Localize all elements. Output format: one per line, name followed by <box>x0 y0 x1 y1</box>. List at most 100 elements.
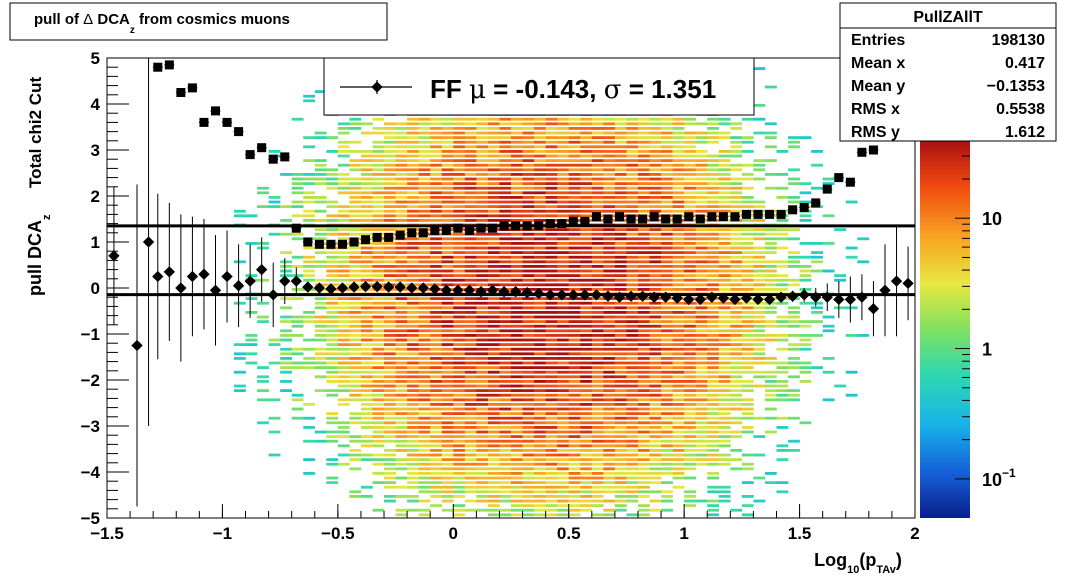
mean-point <box>729 293 741 306</box>
heatmap-cell <box>684 366 696 370</box>
heatmap-cell <box>603 237 616 241</box>
heatmap-cell <box>441 205 454 209</box>
heatmap-cell <box>534 334 546 337</box>
heatmap-cell <box>337 205 350 209</box>
heatmap-cell <box>626 311 639 314</box>
heatmap-cell <box>441 265 454 268</box>
heatmap-cell <box>476 163 489 167</box>
heatmap-cell <box>649 122 662 126</box>
heatmap-cell <box>384 246 396 250</box>
heatmap-cell <box>637 334 650 337</box>
heatmap-cell <box>614 242 627 245</box>
heatmap-cell <box>580 306 593 310</box>
heatmap-cell <box>580 476 593 480</box>
heatmap-cell <box>360 251 373 255</box>
heatmap-cell <box>372 329 385 333</box>
heatmap-cell <box>614 361 627 365</box>
heatmap-cell <box>407 173 419 176</box>
heatmap-cell <box>453 173 466 176</box>
heatmap-cell <box>730 393 743 397</box>
heatmap-cell <box>637 242 650 245</box>
heatmap-cell <box>407 398 419 402</box>
heatmap-cell <box>280 347 292 351</box>
heatmap-cell <box>799 361 812 365</box>
heatmap-cell <box>303 136 316 140</box>
heatmap-cell <box>464 145 477 149</box>
heatmap-cell <box>614 306 627 310</box>
mean-point <box>417 282 429 294</box>
heatmap-cell <box>649 145 662 149</box>
heatmap-cell <box>360 306 373 310</box>
heatmap-cell <box>326 311 339 314</box>
heatmap-cell <box>511 219 523 222</box>
heatmap-cell <box>568 200 581 204</box>
heatmap-cell <box>464 393 477 397</box>
heatmap-cell <box>626 163 639 167</box>
heatmap-cell <box>534 117 546 121</box>
heatmap-cell <box>430 278 443 282</box>
heatmap-cell <box>360 200 373 204</box>
heatmap-cell <box>637 343 650 347</box>
heatmap-cell <box>326 315 339 319</box>
heatmap-cell <box>534 366 546 370</box>
heatmap-cell <box>603 228 616 232</box>
heatmap-cell <box>730 255 743 259</box>
heatmap-cell <box>672 485 685 489</box>
heatmap-cell <box>591 269 604 273</box>
mean-point <box>567 289 579 301</box>
heatmap-cell <box>684 173 696 176</box>
heatmap-cell <box>753 200 766 204</box>
heatmap-cell <box>626 462 639 466</box>
heatmap-cell <box>337 380 350 383</box>
heatmap-cell <box>487 476 500 480</box>
heatmap-cell <box>591 389 604 393</box>
heatmap-cell <box>603 182 616 186</box>
heatmap-cell <box>314 297 327 301</box>
heatmap-cell <box>326 251 339 255</box>
heatmap-cell <box>499 430 512 434</box>
heatmap-cell <box>661 370 673 374</box>
heatmap-cell <box>764 265 777 268</box>
heatmap-cell <box>672 449 685 452</box>
heatmap-cell <box>511 237 523 241</box>
heatmap-cell <box>764 407 777 411</box>
heatmap-cell <box>326 380 339 383</box>
heatmap-cell <box>637 481 650 485</box>
heatmap-cell <box>407 260 419 264</box>
heatmap-cell <box>730 200 743 204</box>
heatmap-cell <box>591 472 604 475</box>
heatmap-cell <box>764 324 777 328</box>
heatmap-cell <box>568 283 581 287</box>
heatmap-cell <box>476 384 489 388</box>
heatmap-cell <box>718 255 731 259</box>
heatmap-cell <box>811 163 823 167</box>
heatmap-cell <box>441 324 454 328</box>
heatmap-cell <box>384 389 396 393</box>
heatmap-cell <box>511 182 523 186</box>
heatmap-cell <box>718 421 731 425</box>
heatmap-cell <box>395 334 408 337</box>
heatmap-cell <box>303 366 316 370</box>
heatmap-cell <box>637 504 650 508</box>
heatmap-cell <box>337 403 350 406</box>
heatmap-cell <box>337 131 350 135</box>
heatmap-cell <box>753 288 766 291</box>
heatmap-cell <box>753 205 766 209</box>
rms-point <box>476 223 486 233</box>
heatmap-cell <box>568 485 581 489</box>
heatmap-cell <box>511 242 523 245</box>
heatmap-cell <box>499 453 512 457</box>
heatmap-cell <box>430 370 443 374</box>
heatmap-cell <box>534 200 546 204</box>
heatmap-cell <box>534 306 546 310</box>
heatmap-cell <box>672 453 685 457</box>
heatmap-cell <box>695 343 708 347</box>
heatmap-cell <box>649 117 662 121</box>
heatmap-cell <box>580 131 593 135</box>
heatmap-cell <box>349 260 362 264</box>
heatmap-cell <box>741 200 754 204</box>
heatmap-cell <box>684 439 696 443</box>
y-tick-label: −4 <box>81 463 101 482</box>
heatmap-cell <box>233 209 246 213</box>
